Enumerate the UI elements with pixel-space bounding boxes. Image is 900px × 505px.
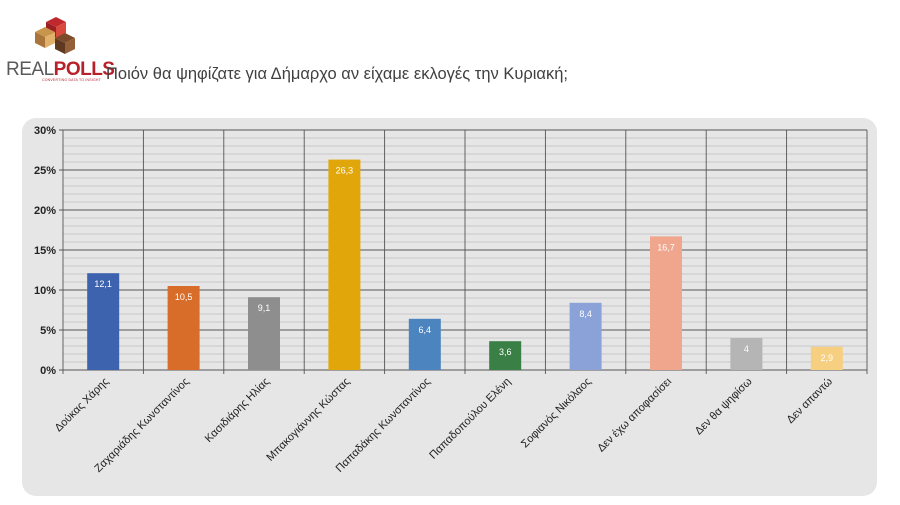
y-tick-label: 25% (34, 165, 56, 177)
bar (167, 286, 200, 370)
data-label: 12,1 (94, 279, 112, 289)
x-tick-label: Μπακογιάννης Κώστας (264, 376, 352, 464)
x-tick-label: Δεν απαντώ (785, 375, 836, 426)
bar (248, 297, 280, 370)
bar (408, 318, 441, 370)
x-tick-label: Δεν έχω αποφασίσει (595, 375, 674, 454)
bar (328, 159, 361, 370)
page-title: Ποιόν θα ψηφίζατε για Δήμαρχο αν είχαμε … (106, 65, 568, 83)
x-tick-label: Δεν θα ψηφίσω (693, 375, 755, 437)
x-tick-label: Σοφιανός Νικόλαος (519, 376, 594, 451)
data-label: 8,4 (579, 309, 592, 319)
data-label: 9,1 (258, 303, 271, 313)
logo-cube-icon (35, 17, 75, 54)
x-tick-label: Παπαδοπούλου Ελένη (427, 376, 513, 462)
x-tick-label: Παπαδάκης Κωνσταντίνος (334, 376, 433, 475)
bar (810, 346, 843, 370)
bar (730, 338, 763, 370)
y-tick-label: 10% (34, 285, 56, 297)
data-label: 10,5 (175, 292, 193, 302)
data-label: 16,7 (657, 242, 675, 252)
bar (569, 302, 602, 370)
bar (650, 236, 682, 370)
x-tick-label: Ζαχαριάδης Κωνσταντίνος (92, 376, 191, 475)
y-tick-label: 30% (34, 125, 56, 137)
y-tick-label: 5% (40, 325, 56, 337)
logo: REALPOLLS CONVERTING DATA TO INSIGHT (2, 8, 115, 82)
bar (87, 273, 120, 370)
x-tick-label: Κασιδιάρης Ηλίας (203, 376, 272, 445)
data-label: 2,9 (821, 353, 834, 363)
data-label: 3,6 (499, 347, 512, 357)
data-label: 26,3 (336, 166, 354, 176)
data-label: 6,4 (419, 325, 432, 335)
bar (489, 341, 522, 370)
y-tick-label: 0% (40, 365, 56, 377)
data-label: 4 (744, 344, 749, 354)
y-tick-label: 15% (34, 245, 56, 257)
bar-chart: 0% 5% 10% 15% 20% 25% 30% 12,1 Δούκας Χάρης 10,5 Ζ… (34, 125, 868, 475)
x-tick-label: Δούκας Χάρης (53, 376, 112, 435)
chart-panel: 0% 5% 10% 15% 20% 25% 30% 12,1 Δούκας Χάρης 10,5 Ζ… (22, 118, 877, 496)
logo-wordmark: REALPOLLS (6, 59, 115, 80)
y-tick-label: 20% (34, 205, 56, 217)
logo-tagline: CONVERTING DATA TO INSIGHT (42, 78, 101, 82)
